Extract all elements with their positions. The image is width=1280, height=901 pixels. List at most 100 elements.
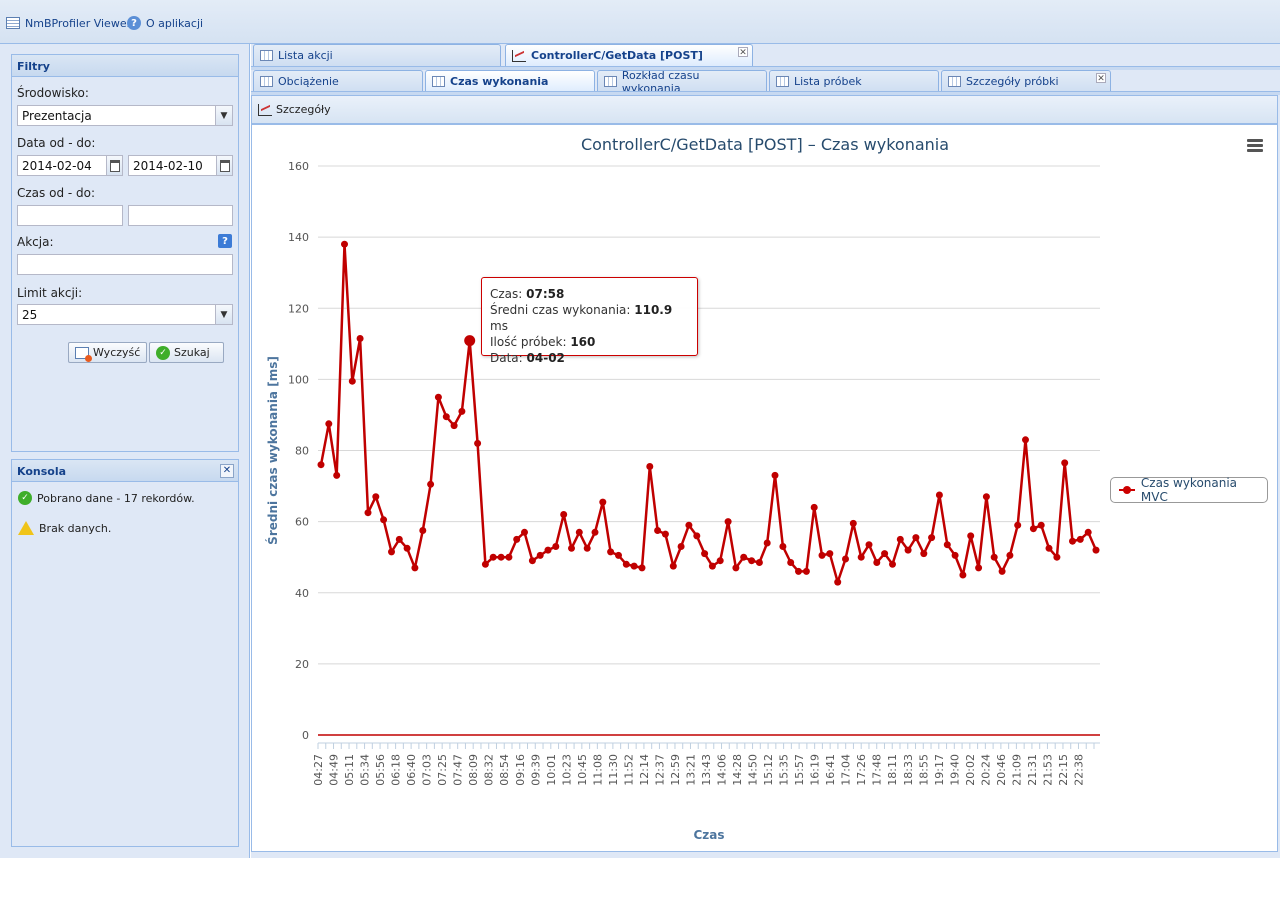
- tab-execution-time[interactable]: Czas wykonania: [425, 70, 595, 92]
- data-point: [646, 463, 654, 470]
- menu-icon[interactable]: [1247, 139, 1263, 153]
- chart-container: ControllerC/GetData [POST] – Czas wykona…: [251, 124, 1278, 852]
- data-point: [419, 527, 427, 534]
- date-to-field[interactable]: 2014-02-10: [128, 155, 233, 176]
- time-range-label: Czas od - do:: [17, 186, 96, 200]
- x-tick-label: 22:15: [1057, 754, 1070, 786]
- data-point: [755, 559, 763, 566]
- data-point: [654, 527, 662, 534]
- data-point: [865, 541, 873, 549]
- data-point: [693, 532, 701, 540]
- calendar-icon[interactable]: [106, 156, 122, 175]
- data-point: [497, 553, 505, 561]
- data-point: [575, 528, 583, 536]
- data-point: [403, 544, 411, 552]
- environment-value: Prezentacja: [22, 109, 92, 123]
- data-point: [834, 578, 842, 586]
- search-button[interactable]: ✓ Szukaj: [149, 342, 224, 363]
- data-point: [1037, 521, 1045, 529]
- data-point: [536, 551, 544, 559]
- x-tick-label: 20:02: [964, 754, 977, 786]
- data-point: [779, 543, 787, 550]
- data-point: [411, 564, 419, 572]
- menu-about[interactable]: ? O aplikacji: [127, 15, 203, 31]
- search-button-label: Szukaj: [174, 346, 210, 359]
- x-tick-label: 07:03: [421, 754, 434, 786]
- data-point: [889, 560, 896, 568]
- tooltip-date-label: Data:: [490, 351, 527, 365]
- x-tick-label: 17:04: [840, 754, 853, 786]
- clear-button[interactable]: Wyczyść: [68, 342, 148, 363]
- data-point: [810, 503, 818, 511]
- data-point: [826, 550, 834, 558]
- console-message-text: Pobrano dane - 17 rekordów.: [37, 491, 195, 505]
- tooltip-avg-label: Średni czas wykonania:: [490, 303, 635, 317]
- action-label: Akcja:: [17, 235, 54, 249]
- console-panel: Konsola ✕ ✓ Pobrano dane - 17 rekordów. …: [11, 459, 239, 847]
- data-point: [434, 393, 442, 401]
- time-to-field[interactable]: [128, 205, 233, 226]
- help-icon[interactable]: ?: [218, 234, 232, 248]
- date-from-field[interactable]: 2014-02-04: [17, 155, 123, 176]
- details-toolbar: Szczegóły: [251, 95, 1278, 124]
- y-tick-label: 100: [288, 373, 309, 386]
- data-point: [1022, 436, 1029, 444]
- tooltip-time-value: 07:58: [526, 287, 565, 301]
- close-icon[interactable]: ✕: [1096, 73, 1106, 84]
- x-tick-label: 14:50: [747, 754, 760, 786]
- data-point: [935, 491, 943, 499]
- data-point: [388, 548, 395, 556]
- data-point: [928, 534, 936, 542]
- console-message-text: Brak danych.: [39, 521, 112, 535]
- data-point: [317, 461, 325, 469]
- y-tick-label: 120: [288, 302, 309, 315]
- tab-action-list[interactable]: Lista akcji: [253, 44, 501, 66]
- chart-legend[interactable]: Czas wykonania MVC: [1110, 476, 1268, 504]
- chevron-down-icon[interactable]: ▼: [215, 106, 232, 125]
- close-icon[interactable]: ✕: [738, 47, 748, 58]
- data-point: [1076, 535, 1084, 543]
- data-point: [560, 511, 568, 518]
- close-icon[interactable]: ✕: [220, 464, 234, 478]
- data-point: [849, 519, 857, 527]
- menu-viewer[interactable]: NmBProfiler Viewer: [6, 15, 131, 31]
- tab-sample-list[interactable]: Lista próbek: [769, 70, 939, 92]
- data-point: [1069, 537, 1076, 545]
- data-point: [521, 528, 528, 536]
- tab-label: Lista próbek: [794, 75, 862, 88]
- data-point: [552, 543, 560, 550]
- limit-combo[interactable]: 25 ▼: [17, 304, 233, 325]
- data-point: [669, 562, 677, 570]
- data-point: [857, 553, 865, 561]
- data-point: [685, 521, 693, 529]
- x-tick-label: 07:47: [452, 754, 465, 786]
- chart-tooltip: Czas: 07:58 Średni czas wykonania: 110.9…: [481, 277, 698, 365]
- tab-load[interactable]: Obciążenie: [253, 70, 423, 92]
- date-range-label: Data od - do:: [17, 136, 96, 150]
- tab-time-distribution[interactable]: Rozkład czasu wykonania: [597, 69, 767, 95]
- filters-panel: Filtry Środowisko: Prezentacja ▼ Data od…: [11, 54, 239, 452]
- x-tick-label: 09:39: [529, 754, 542, 786]
- calendar-icon[interactable]: [216, 156, 232, 175]
- chevron-down-icon[interactable]: ▼: [215, 305, 232, 324]
- data-point: [771, 471, 779, 479]
- x-tick-label: 04:49: [328, 754, 341, 786]
- x-tick-label: 11:52: [622, 754, 635, 786]
- tab-controller-getdata[interactable]: ControllerC/GetData [POST] ✕: [505, 44, 753, 66]
- data-point: [724, 518, 732, 526]
- data-point: [599, 498, 607, 506]
- action-field[interactable]: [17, 254, 233, 275]
- tab-label: Lista akcji: [278, 49, 333, 62]
- menu-about-label: O aplikacji: [146, 16, 204, 30]
- environment-combo[interactable]: Prezentacja ▼: [17, 105, 233, 126]
- data-point: [998, 567, 1006, 575]
- tab-sample-details[interactable]: Szczegóły próbki ✕: [941, 70, 1111, 92]
- time-from-field[interactable]: [17, 205, 123, 226]
- data-point: [442, 413, 450, 421]
- menu-viewer-label: NmBProfiler Viewer: [25, 16, 132, 30]
- x-tick-label: 22:38: [1072, 754, 1085, 786]
- y-tick-label: 20: [295, 658, 309, 671]
- data-point: [1092, 546, 1100, 554]
- details-button[interactable]: Szczegóły: [258, 103, 331, 116]
